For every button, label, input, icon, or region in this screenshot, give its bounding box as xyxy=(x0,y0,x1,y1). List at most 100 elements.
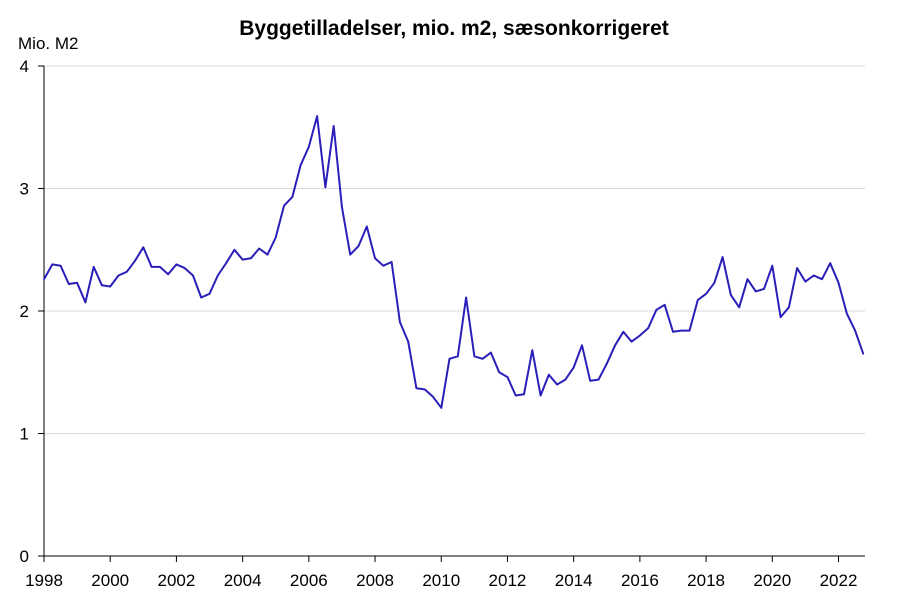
x-tick-label: 2016 xyxy=(621,571,659,590)
data-point xyxy=(357,245,360,247)
data-point xyxy=(382,264,385,267)
x-tick-labels: 1998 2000 2002 2004 2006 2008 2010 2012 2014 2016… xyxy=(25,571,857,590)
data-point xyxy=(647,327,649,329)
x-tick-label: 2004 xyxy=(224,571,262,590)
data-point xyxy=(779,316,782,318)
data-point xyxy=(332,125,335,127)
data-point xyxy=(399,321,401,323)
data-point xyxy=(432,395,434,398)
gridlines xyxy=(44,65,865,434)
data-point xyxy=(531,349,534,352)
data-point xyxy=(490,351,492,354)
x-tick-label: 2020 xyxy=(753,571,791,590)
data-point xyxy=(423,388,426,391)
data-point xyxy=(481,357,484,360)
data-point xyxy=(233,248,236,251)
data-point xyxy=(514,394,517,397)
data-point xyxy=(854,329,856,332)
data-point xyxy=(771,264,774,267)
data-point xyxy=(200,296,203,299)
data-point xyxy=(605,362,608,365)
data-point xyxy=(43,278,45,280)
data-point xyxy=(258,247,260,250)
data-point xyxy=(324,186,327,189)
data-point xyxy=(713,282,716,284)
x-tick-label: 2002 xyxy=(158,571,196,590)
data-point xyxy=(837,282,840,284)
data-point xyxy=(266,253,269,256)
data-point xyxy=(183,267,186,269)
data-point xyxy=(845,312,848,315)
x-tick-label: 2014 xyxy=(555,571,593,590)
x-tick-label: 2010 xyxy=(422,571,460,590)
data-point xyxy=(738,306,741,309)
data-point xyxy=(134,259,136,262)
data-point xyxy=(697,299,699,301)
y-tick-label: 3 xyxy=(20,180,29,199)
data-point xyxy=(721,256,724,258)
data-point xyxy=(581,344,583,347)
series-line xyxy=(43,115,865,409)
y-tick-labels: 0 1 2 3 4 xyxy=(20,57,29,566)
data-point xyxy=(440,406,443,409)
data-point xyxy=(556,383,558,386)
data-point xyxy=(523,393,525,396)
y-tick-label: 2 xyxy=(20,302,29,321)
data-point xyxy=(473,355,476,358)
data-point xyxy=(812,274,815,277)
data-point xyxy=(506,376,509,378)
data-point xyxy=(597,378,600,381)
data-point xyxy=(390,261,393,263)
data-point xyxy=(788,306,790,309)
data-point xyxy=(564,378,567,381)
data-point xyxy=(341,206,343,208)
data-point xyxy=(829,262,832,265)
data-point xyxy=(821,278,823,280)
data-point xyxy=(92,266,95,268)
data-point xyxy=(589,380,592,382)
data-point xyxy=(374,257,376,260)
data-point xyxy=(274,236,277,239)
data-point xyxy=(730,294,732,296)
x-tick-label: 2006 xyxy=(290,571,328,590)
data-point xyxy=(299,164,302,167)
chart-title: Byggetilladelser, mio. m2, sæsonkorriger… xyxy=(239,17,669,40)
data-point xyxy=(672,331,674,333)
x-tick-label: 2018 xyxy=(687,571,725,590)
data-point xyxy=(630,340,633,343)
data-point xyxy=(754,290,757,293)
data-point xyxy=(498,371,500,374)
data-point xyxy=(217,274,219,277)
data-point xyxy=(117,274,120,277)
data-point xyxy=(192,274,194,277)
data-point xyxy=(705,293,707,295)
data-point xyxy=(250,257,252,260)
data-point xyxy=(308,146,310,148)
series-group xyxy=(43,115,865,409)
data-point xyxy=(316,115,318,118)
data-point xyxy=(639,334,641,337)
data-point xyxy=(125,271,128,273)
data-point xyxy=(763,288,765,290)
data-point xyxy=(548,373,550,376)
data-point xyxy=(746,278,749,280)
data-point xyxy=(572,366,575,369)
data-point xyxy=(415,387,418,389)
data-point xyxy=(59,264,62,267)
data-point xyxy=(349,253,352,256)
data-point xyxy=(225,262,227,265)
data-point xyxy=(291,196,294,198)
data-point xyxy=(796,267,798,269)
data-point xyxy=(175,263,178,266)
data-point xyxy=(51,263,54,266)
data-point xyxy=(680,329,683,332)
data-point xyxy=(84,301,87,304)
data-point xyxy=(622,331,625,333)
data-point xyxy=(448,357,451,360)
x-tick-label: 1998 xyxy=(25,571,63,590)
data-point xyxy=(159,266,161,268)
data-point xyxy=(241,258,244,261)
data-point xyxy=(101,284,103,287)
data-point xyxy=(283,204,285,207)
